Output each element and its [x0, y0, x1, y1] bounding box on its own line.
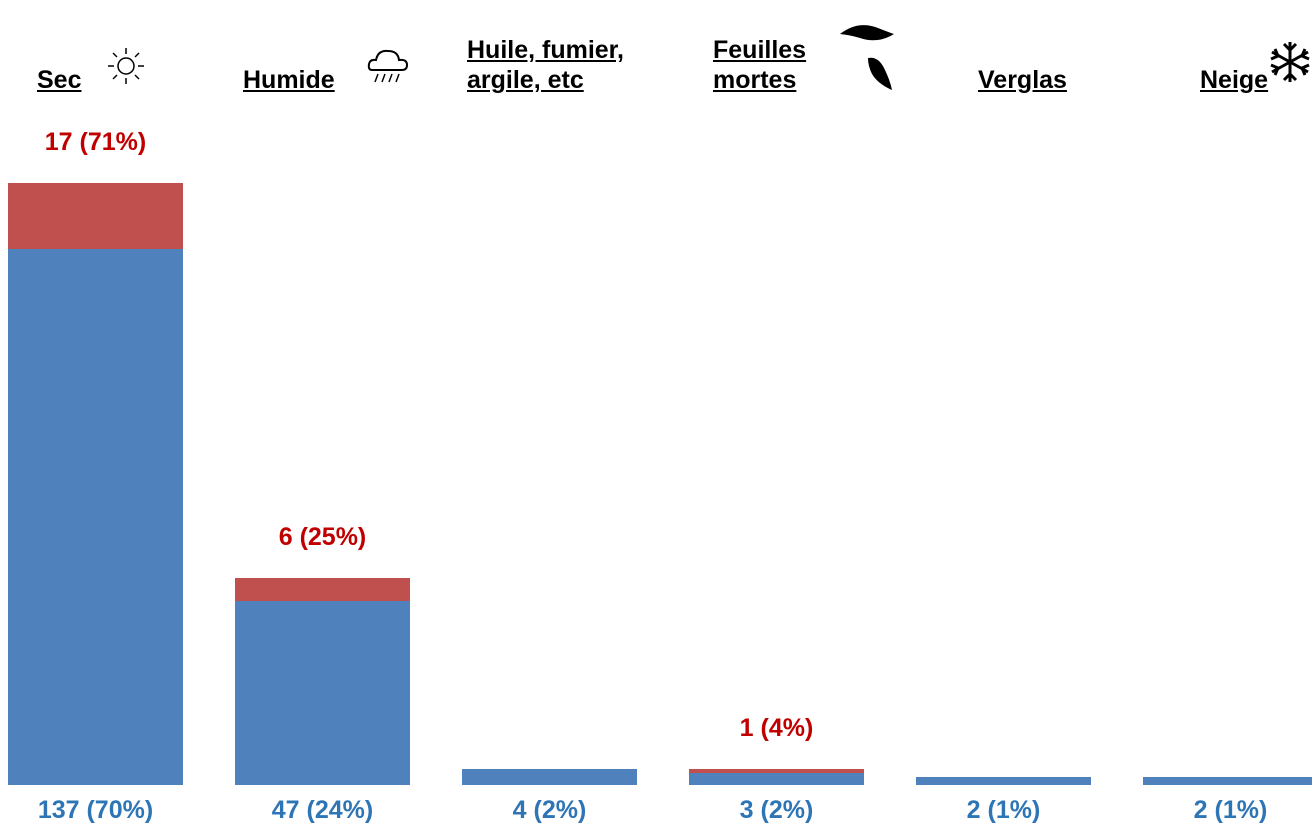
category-header: Neige [1200, 66, 1269, 94]
category-header: Huile, fumier, argile, etc [467, 36, 624, 94]
category-header: Humide [243, 66, 335, 94]
snow-icon [1270, 42, 1310, 82]
bottom-value-label: 3 (2%) [739, 796, 814, 824]
bottom-value-label: 47 (24%) [271, 796, 374, 824]
rain-icon [367, 49, 409, 83]
bottom-value-label: 4 (2%) [512, 796, 587, 824]
bar-segment [462, 769, 637, 785]
bar-segment [689, 773, 864, 785]
bottom-value-label: 2 (1%) [966, 796, 1041, 824]
bar-segment [8, 183, 183, 250]
top-value-label: 6 (25%) [278, 522, 367, 551]
category-header: Verglas [978, 66, 1067, 94]
bar-segment [235, 601, 410, 785]
category-header: Sec [37, 66, 82, 94]
leaf-icon [840, 25, 894, 90]
bar-segment [916, 777, 1091, 785]
bar-segment [689, 769, 864, 774]
bar-segment [8, 249, 183, 785]
bottom-value-label: 137 (70%) [37, 796, 154, 824]
bottom-value-label: 2 (1%) [1193, 796, 1268, 824]
bar-segment [235, 577, 410, 602]
top-value-label: 17 (71%) [44, 128, 147, 156]
top-value-label: 1 (4%) [739, 714, 814, 743]
sun-icon [108, 48, 144, 84]
category-header: Feuilles mortes [713, 36, 807, 94]
bar-segment [1143, 777, 1312, 785]
